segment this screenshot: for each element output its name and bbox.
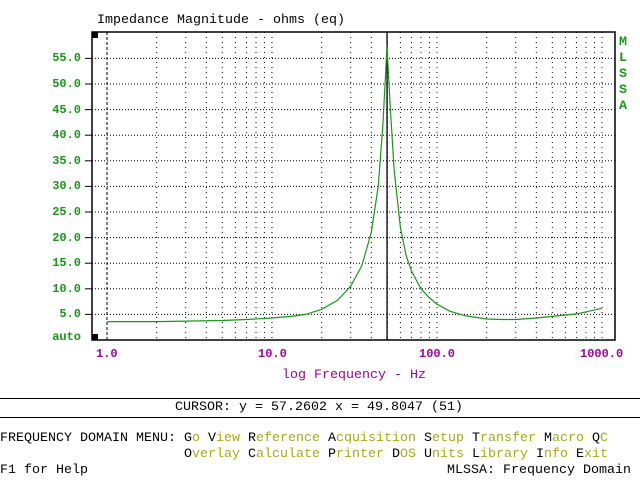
- y-tick-label: 20.0: [52, 231, 81, 245]
- y-tick-label: 40.0: [52, 128, 81, 142]
- menu-title: FREQUENCY DOMAIN MENU:: [0, 431, 176, 446]
- brand-letter: S: [619, 67, 627, 82]
- y-tick-label: 35.0: [52, 154, 81, 168]
- y-auto-label: auto: [52, 330, 81, 344]
- y-tick-label: 15.0: [52, 256, 81, 270]
- divider: [0, 398, 640, 399]
- top-marker: [92, 32, 98, 38]
- y-tick-label: 50.0: [52, 77, 81, 91]
- menu-item-library[interactable]: Library: [472, 447, 528, 462]
- cursor-readout: CURSOR: y = 57.2602 x = 49.8047 (51): [175, 400, 463, 415]
- menu-item-info[interactable]: Info: [536, 447, 568, 462]
- brand-letter: A: [619, 99, 627, 114]
- y-tick-label: 10.0: [52, 282, 81, 296]
- brand-letter: M: [619, 35, 627, 50]
- impedance-curve: [107, 46, 603, 323]
- menu-item-printer[interactable]: Printer: [328, 447, 384, 462]
- plot-frame: [91, 31, 616, 341]
- menu-item-acquisition[interactable]: Acquisition: [328, 431, 416, 446]
- x-axis-label: log Frequency - Hz: [282, 368, 426, 383]
- menu-item-calculate[interactable]: Calculate: [248, 447, 320, 462]
- divider: [0, 417, 640, 418]
- menu-item-units[interactable]: Units: [424, 447, 464, 462]
- x-tick-label: 10.0: [258, 347, 287, 361]
- chart-title: Impedance Magnitude - ohms (eq): [97, 13, 345, 28]
- menu-item-setup[interactable]: Setup: [424, 431, 464, 446]
- mode-status: MLSSA: Frequency Domain: [447, 463, 631, 478]
- y-tick-label: 55.0: [52, 51, 81, 65]
- y-tick-label: 25.0: [52, 205, 81, 219]
- y-tick-label: 30.0: [52, 179, 81, 193]
- menu-item-view[interactable]: View: [208, 431, 240, 446]
- help-hint: F1 for Help: [0, 463, 88, 478]
- y-tick-label: 5.0: [59, 307, 81, 321]
- impedance-chart: [85, 31, 616, 341]
- x-tick-label: 1.0: [96, 347, 118, 361]
- menu-item-transfer[interactable]: Transfer: [472, 431, 536, 446]
- x-tick-label: 1000.0: [580, 347, 624, 361]
- menu-item-qc[interactable]: QC: [592, 431, 608, 446]
- brand-letter: L: [619, 51, 627, 66]
- bottom-marker: [92, 334, 98, 340]
- menu-item-macro[interactable]: Macro: [544, 431, 584, 446]
- menu-item-overlay[interactable]: Overlay: [184, 447, 240, 462]
- x-tick-label: 100.0: [419, 347, 456, 361]
- brand-letter: S: [619, 83, 627, 98]
- menu-item-dos[interactable]: DOS: [392, 447, 416, 462]
- menu-item-reference[interactable]: Reference: [248, 431, 320, 446]
- menu-item-exit[interactable]: Exit: [576, 447, 608, 462]
- menu-item-go[interactable]: Go: [184, 431, 200, 446]
- y-tick-label: 45.0: [52, 103, 81, 117]
